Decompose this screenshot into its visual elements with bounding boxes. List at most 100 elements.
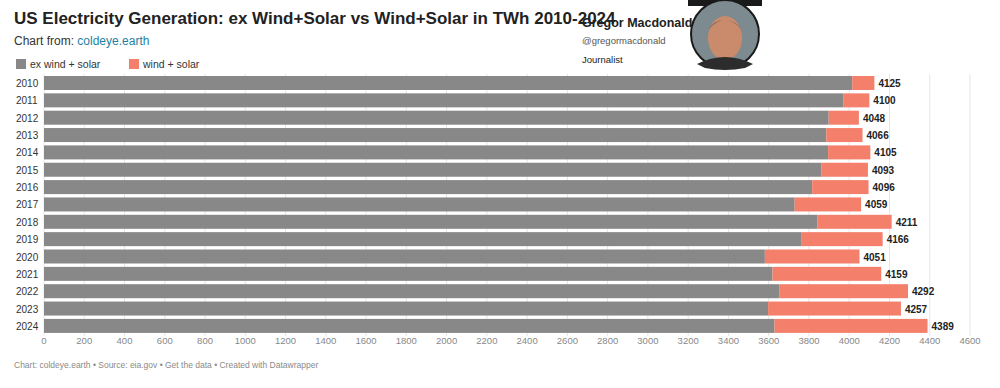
tick-label: 3800 — [798, 335, 819, 346]
total-label: 4093 — [872, 165, 895, 176]
bar-segment — [44, 145, 828, 159]
category-label: 2012 — [16, 113, 39, 124]
total-label: 4066 — [867, 130, 890, 141]
total-label: 4257 — [905, 304, 928, 315]
bar-segment — [44, 302, 768, 316]
bar-segment — [44, 319, 775, 333]
tick-label: 1000 — [235, 335, 256, 346]
category-label: 2010 — [16, 78, 39, 89]
category-label: 2017 — [16, 199, 39, 210]
tick-label: 3600 — [758, 335, 779, 346]
bar-segment — [44, 93, 843, 107]
tick-label: 600 — [157, 335, 173, 346]
tick-label: 3400 — [718, 335, 739, 346]
bar-segment — [775, 319, 928, 333]
legend-label: ex wind + solar — [30, 58, 101, 70]
category-label: 2024 — [16, 321, 39, 332]
category-label: 2021 — [16, 269, 39, 280]
bar-segment — [773, 267, 882, 281]
title: US Electricity Generation: ex Wind+Solar… — [14, 9, 616, 28]
bar-segment — [812, 180, 868, 194]
tick-label: 4200 — [879, 335, 900, 346]
tick-label: 0 — [41, 335, 46, 346]
source: Chart: coldeye.earth • Source: eia.gov •… — [14, 360, 318, 370]
total-label: 4048 — [863, 113, 886, 124]
bar-segment — [44, 128, 826, 142]
category-label: 2015 — [16, 165, 39, 176]
x-axis: 0200400600800100012001400160018002000220… — [41, 335, 980, 346]
chart: US Electricity Generation: ex Wind+Solar… — [0, 0, 1000, 388]
tick-label: 2400 — [517, 335, 538, 346]
author-handle: @gregormacdonald — [582, 35, 666, 46]
legend-item: ex wind + solar — [16, 58, 101, 70]
bar-segment — [765, 250, 860, 264]
photo-face — [708, 16, 742, 60]
grid-line — [970, 74, 971, 336]
bar-segment — [822, 163, 868, 177]
total-label: 4051 — [863, 252, 886, 263]
total-label: 4105 — [874, 147, 897, 158]
tick-label: 400 — [117, 335, 133, 346]
bar-segment — [44, 76, 852, 90]
tick-label: 4600 — [959, 335, 980, 346]
bar-segment — [44, 197, 795, 211]
tick-label: 2200 — [476, 335, 497, 346]
bar-segment — [44, 215, 817, 229]
total-label: 4166 — [887, 234, 910, 245]
bar-segment — [44, 232, 801, 246]
bar-segment — [44, 250, 765, 264]
author-photo — [688, 0, 762, 70]
tick-label: 2800 — [597, 335, 618, 346]
bar-segment — [829, 111, 859, 125]
legend-swatch — [129, 59, 139, 69]
tick-label: 1200 — [275, 335, 296, 346]
tick-label: 1800 — [396, 335, 417, 346]
bar-segment — [768, 302, 901, 316]
bar-segment — [826, 128, 862, 142]
category-label: 2014 — [16, 147, 39, 158]
tick-label: 800 — [197, 335, 213, 346]
bar-segment — [44, 267, 773, 281]
bar-segment — [843, 93, 869, 107]
bar-segment — [828, 145, 870, 159]
bar-segment — [44, 163, 822, 177]
bar-segment — [795, 197, 861, 211]
tick-label: 1400 — [315, 335, 336, 346]
bar-segment — [44, 180, 812, 194]
bar-segment — [801, 232, 883, 246]
legend-label: wind + solar — [142, 58, 200, 70]
bar-segment — [817, 215, 891, 229]
tick-label: 2600 — [557, 335, 578, 346]
photo-hair — [708, 20, 742, 30]
total-label: 4159 — [885, 269, 908, 280]
category-label: 2016 — [16, 182, 39, 193]
tick-label: 2000 — [436, 335, 457, 346]
total-label: 4125 — [878, 78, 901, 89]
total-label: 4211 — [896, 217, 918, 228]
subtitle: Chart from: coldeye.earth — [14, 34, 149, 48]
tick-label: 4000 — [839, 335, 860, 346]
legend-item: wind + solar — [129, 58, 200, 70]
tick-label: 4400 — [919, 335, 940, 346]
category-label: 2011 — [16, 95, 38, 106]
bar-segment — [779, 284, 908, 298]
category-label: 2013 — [16, 130, 39, 141]
category-label: 2018 — [16, 217, 39, 228]
tick-label: 1600 — [356, 335, 377, 346]
bar-segment — [44, 111, 829, 125]
category-label: 2023 — [16, 304, 39, 315]
legend-swatch — [16, 59, 26, 69]
author-name: Gregor Macdonald — [582, 16, 692, 30]
total-label: 4389 — [932, 321, 955, 332]
tick-label: 3200 — [678, 335, 699, 346]
grid — [44, 74, 970, 336]
bar-segment — [852, 76, 874, 90]
category-label: 2022 — [16, 286, 39, 297]
author-role: Journalist — [582, 54, 623, 65]
labels: 2010412520114100201240482013406620144105… — [16, 78, 954, 332]
bar-segment — [44, 284, 779, 298]
tick-label: 3000 — [637, 335, 658, 346]
total-label: 4292 — [912, 286, 935, 297]
total-label: 4059 — [865, 199, 888, 210]
category-label: 2020 — [16, 252, 39, 263]
